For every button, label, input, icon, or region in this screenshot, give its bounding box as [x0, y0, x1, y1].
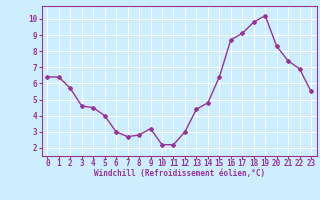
X-axis label: Windchill (Refroidissement éolien,°C): Windchill (Refroidissement éolien,°C) [94, 169, 265, 178]
